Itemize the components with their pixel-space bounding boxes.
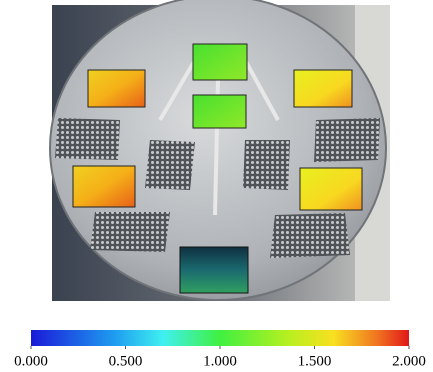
tick-label: 1.000 [203,353,237,369]
panel [193,95,246,128]
panel [294,70,352,107]
grid-panel [145,140,195,190]
tick-label: 0.500 [109,353,143,369]
panel [193,44,247,80]
grid-panel [90,212,170,252]
panel [300,168,362,210]
figure: 0.000 0.500 1.000 1.500 2.000 [0,0,433,372]
tick-label: 1.500 [298,353,332,369]
colorbar-ticks: 0.000 0.500 1.000 1.500 2.000 [14,346,426,369]
panel [180,247,248,293]
panel [88,70,145,107]
grid-panel [314,118,380,162]
grid-panel [243,140,290,190]
grid-panel [270,213,350,258]
tick-label: 2.000 [392,353,426,369]
panel [73,166,135,207]
page: 0.0000.5001.0001.5002.000 (() => { const… [0,0,433,372]
tick-label: 0.000 [14,353,48,369]
grid-panel [55,118,120,160]
colorbar [31,330,409,346]
